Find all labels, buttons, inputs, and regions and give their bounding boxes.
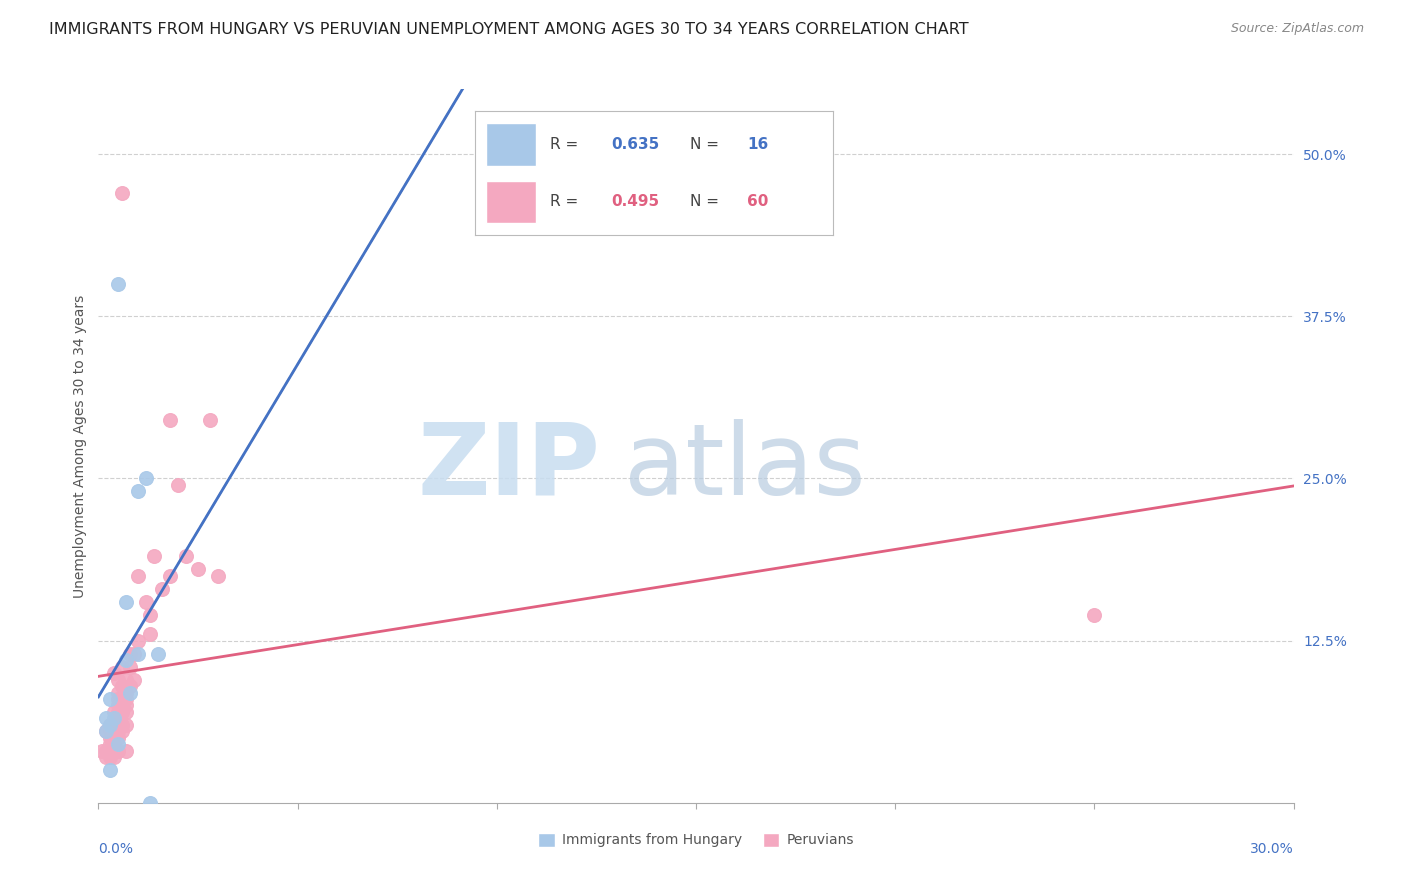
Point [115, 653, 138, 667]
Point [139, 607, 162, 622]
Point [96, 724, 118, 739]
Point [103, 744, 125, 758]
Text: ZIP: ZIP [418, 419, 600, 516]
Point [98, 764, 122, 778]
Point [198, 413, 221, 427]
Point [107, 698, 129, 713]
Text: Source: ZipAtlas.com: Source: ZipAtlas.com [1230, 22, 1364, 36]
Y-axis label: Unemployment Among Ages 30 to 34 years: Unemployment Among Ages 30 to 34 years [73, 294, 87, 598]
Point [96, 724, 118, 739]
Point [103, 711, 125, 725]
Point [187, 562, 209, 576]
Point [1083, 607, 1105, 622]
Point [127, 633, 149, 648]
Text: atlas: atlas [624, 419, 866, 516]
Point [111, 698, 134, 713]
Point [107, 692, 129, 706]
Point [98, 750, 122, 764]
Point [167, 478, 190, 492]
Point [150, 582, 173, 596]
Point [148, 647, 170, 661]
Point [103, 666, 125, 681]
Point [103, 705, 125, 719]
Point [107, 731, 129, 745]
Point [124, 647, 146, 661]
Point [115, 705, 138, 719]
Point [98, 724, 122, 739]
Point [107, 673, 129, 687]
Point [96, 750, 118, 764]
Point [115, 685, 138, 699]
Point [139, 627, 162, 641]
Point [120, 659, 142, 673]
Point [111, 659, 134, 673]
Point [127, 647, 149, 661]
Legend: Immigrants from Hungary, Peruvians: Immigrants from Hungary, Peruvians [533, 827, 859, 853]
Point [107, 685, 129, 699]
Point [159, 413, 181, 427]
Point [103, 724, 125, 739]
Point [135, 595, 157, 609]
Point [111, 718, 134, 732]
Point [115, 744, 138, 758]
Point [98, 738, 122, 752]
Point [98, 744, 122, 758]
Point [115, 692, 138, 706]
Point [127, 484, 149, 499]
Point [111, 679, 134, 693]
Point [115, 698, 138, 713]
Point [207, 568, 229, 582]
Point [120, 679, 142, 693]
Point [135, 471, 157, 485]
Point [96, 711, 118, 725]
Point [107, 277, 129, 291]
Point [98, 731, 122, 745]
Point [98, 692, 122, 706]
Point [107, 744, 129, 758]
Point [103, 738, 125, 752]
Text: 30.0%: 30.0% [1250, 842, 1294, 856]
Point [91, 744, 114, 758]
Point [124, 673, 146, 687]
Point [111, 724, 134, 739]
Point [115, 718, 138, 732]
Point [111, 705, 134, 719]
Point [111, 186, 134, 200]
Point [115, 595, 138, 609]
Text: IMMIGRANTS FROM HUNGARY VS PERUVIAN UNEMPLOYMENT AMONG AGES 30 TO 34 YEARS CORRE: IMMIGRANTS FROM HUNGARY VS PERUVIAN UNEM… [49, 22, 969, 37]
Point [107, 724, 129, 739]
Point [143, 549, 166, 564]
Point [115, 673, 138, 687]
Point [107, 718, 129, 732]
Point [98, 718, 122, 732]
Point [107, 738, 129, 752]
Text: 0.0%: 0.0% [98, 842, 134, 856]
Point [120, 647, 142, 661]
Point [103, 750, 125, 764]
Point [120, 685, 142, 699]
Point [98, 718, 122, 732]
Point [127, 568, 149, 582]
Point [96, 744, 118, 758]
Point [107, 705, 129, 719]
Point [103, 718, 125, 732]
Point [139, 796, 162, 810]
Point [159, 568, 181, 582]
Point [174, 549, 197, 564]
